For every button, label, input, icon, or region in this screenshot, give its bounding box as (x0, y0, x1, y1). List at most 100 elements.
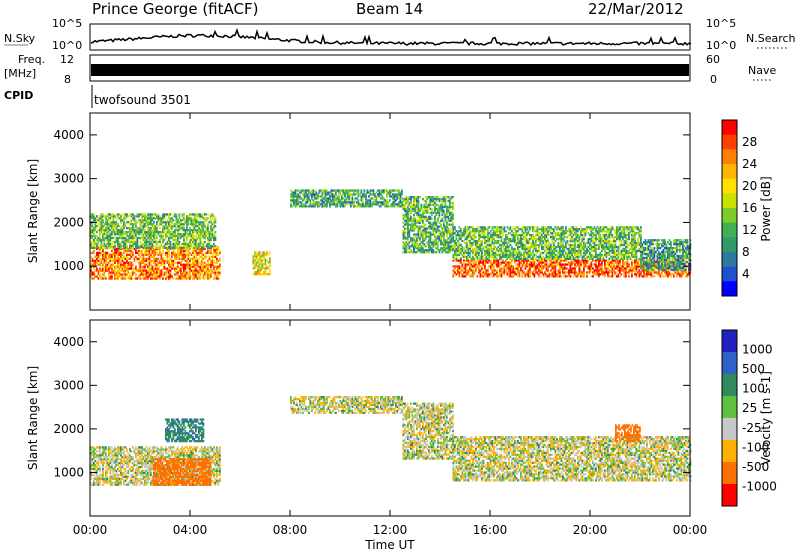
heatmap-cell (631, 263, 633, 266)
heatmap-cell (199, 215, 202, 218)
heatmap-cell (183, 251, 185, 255)
heatmap-cell (312, 203, 315, 206)
heatmap-cell (404, 237, 406, 240)
heatmap-cell (141, 261, 143, 264)
heatmap-cell (514, 257, 516, 260)
heatmap-cell (562, 259, 564, 262)
heatmap-cell (426, 205, 429, 209)
heatmap-cell (124, 236, 127, 240)
heatmap-cell (184, 259, 187, 262)
heatmap-cell (434, 239, 436, 242)
heatmap-cell (210, 244, 212, 248)
heatmap-cell (420, 249, 423, 252)
heatmap-cell (417, 235, 420, 238)
heatmap-cell (458, 234, 461, 237)
heatmap-cell (438, 213, 441, 216)
heatmap-cell (174, 223, 176, 226)
heatmap-cell (151, 244, 154, 248)
heatmap-cell (518, 271, 521, 274)
heatmap-cell (628, 271, 630, 274)
heatmap-cell (163, 244, 166, 248)
heatmap-cell (148, 233, 151, 236)
heatmap-cell (384, 203, 387, 206)
heatmap-cell (192, 271, 194, 274)
heatmap-cell (120, 265, 122, 268)
heatmap-cell (452, 259, 455, 262)
heatmap-cell (404, 205, 406, 209)
heatmap-cell (473, 230, 476, 233)
heatmap-cell (362, 203, 364, 206)
heatmap-cell (416, 209, 418, 212)
heatmap-cell (193, 273, 196, 276)
heatmap-cell (478, 257, 480, 260)
heatmap-cell (195, 265, 197, 268)
heatmap-cell (97, 223, 100, 226)
heatmap-cell (402, 225, 405, 228)
heatmap-cell (183, 215, 185, 218)
heatmap-cell (487, 261, 489, 264)
heatmap-cell (102, 269, 104, 272)
heatmap-cell (202, 261, 205, 264)
heatmap-cell (449, 231, 451, 234)
heatmap-cell (405, 223, 408, 226)
heatmap-cell (450, 223, 453, 226)
heatmap-cell (464, 271, 467, 274)
heatmap-cell (154, 240, 157, 244)
heatmap-cell (157, 253, 160, 256)
heatmap-cell (493, 238, 495, 241)
heatmap-cell (365, 193, 367, 196)
heatmap-cell (348, 193, 351, 196)
heatmap-cell (402, 203, 405, 207)
heatmap-cell (345, 197, 348, 200)
heatmap-cell (120, 227, 122, 230)
heatmap-cell (99, 238, 101, 242)
heatmap-cell (595, 263, 597, 266)
heatmap-cell (151, 219, 154, 222)
heatmap-cell (258, 251, 261, 254)
heatmap-cell (610, 263, 612, 266)
heatmap-cell (447, 245, 450, 248)
heatmap-cell (643, 275, 645, 278)
heatmap-cell (100, 269, 103, 272)
heatmap-cell (189, 219, 191, 222)
heatmap-cell (527, 232, 530, 235)
heatmap-cell (411, 219, 414, 222)
heatmap-cell (593, 273, 596, 276)
heatmap-cell (356, 201, 358, 204)
heatmap-cell (545, 275, 548, 278)
heatmap-cell (327, 197, 330, 200)
heatmap-cell (527, 230, 530, 233)
heatmap-cell (175, 213, 178, 216)
heatmap-cell (168, 269, 170, 272)
heatmap-cell (435, 237, 438, 240)
heatmap-cell (102, 221, 104, 224)
heatmap-cell (151, 215, 154, 218)
heatmap-cell (193, 249, 196, 253)
heatmap-cell (214, 246, 217, 249)
heatmap-cell (416, 219, 418, 222)
heatmap-cell (426, 217, 429, 220)
heatmap-cell (169, 263, 172, 266)
heatmap-cell (153, 249, 155, 253)
heatmap-cell (449, 251, 451, 254)
heatmap-cell (108, 267, 110, 270)
heatmap-cell (450, 201, 453, 205)
heatmap-cell (357, 205, 360, 208)
heatmap-cell (635, 269, 638, 272)
heatmap-cell (616, 265, 618, 268)
heatmap-cell (121, 269, 124, 272)
heatmap-cell (359, 203, 361, 206)
heatmap-cell (172, 253, 175, 256)
heatmap-cell (163, 246, 166, 249)
heatmap-cell (171, 259, 173, 262)
heatmap-cell (211, 227, 214, 230)
heatmap-cell (117, 229, 119, 232)
heatmap-cell (496, 253, 498, 256)
heatmap-cell (162, 275, 164, 278)
heatmap-cell (103, 225, 106, 228)
heatmap-cell (166, 234, 169, 238)
heatmap-cell (183, 217, 185, 220)
heatmap-cell (192, 251, 194, 255)
heatmap-cell (127, 236, 130, 240)
heatmap-cell (148, 240, 151, 244)
